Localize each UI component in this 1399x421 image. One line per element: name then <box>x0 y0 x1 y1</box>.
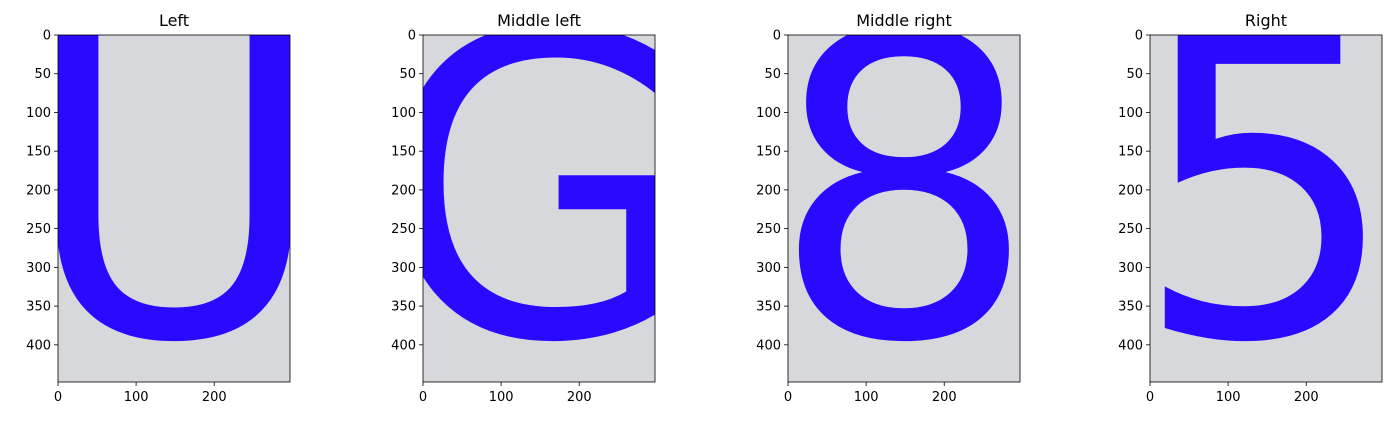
y-tick-label: 150 <box>1118 145 1143 160</box>
image-background <box>1150 35 1382 382</box>
y-tick-label: 0 <box>408 29 416 44</box>
y-tick-label: 50 <box>34 67 51 82</box>
x-tick-label: 200 <box>1294 390 1319 405</box>
image-background <box>58 35 290 382</box>
y-tick-label: 300 <box>26 261 51 276</box>
x-tick-label: 100 <box>1216 390 1241 405</box>
axes-frame <box>57 34 291 383</box>
x-tick-label: 0 <box>1146 390 1154 405</box>
y-tick-label: 100 <box>26 106 51 121</box>
y-tick-label: 400 <box>756 338 781 353</box>
image-glyph: U <box>20 0 327 421</box>
y-tick-label: 350 <box>391 300 416 315</box>
y-tick-label: 50 <box>764 67 781 82</box>
y-tick-label: 0 <box>773 29 781 44</box>
subplot-title: Left <box>159 11 189 30</box>
y-tick-label: 400 <box>1118 338 1143 353</box>
y-tick-label: 0 <box>43 29 51 44</box>
y-tick-label: 200 <box>26 183 51 198</box>
x-tick-label: 0 <box>784 390 792 405</box>
y-tick-label: 350 <box>1118 300 1143 315</box>
axes-frame <box>787 34 1021 383</box>
y-tick-label: 300 <box>756 261 781 276</box>
y-tick-label: 200 <box>756 183 781 198</box>
y-tick-label: 100 <box>1118 106 1143 121</box>
x-tick-label: 200 <box>567 390 592 405</box>
y-tick-label: 0 <box>1135 29 1143 44</box>
subplot-title: Middle right <box>856 11 952 30</box>
y-tick-label: 200 <box>391 183 416 198</box>
y-tick-label: 250 <box>391 222 416 237</box>
axes-frame <box>1149 34 1383 383</box>
y-tick-label: 400 <box>391 338 416 353</box>
image-glyph: 8 <box>770 0 1037 421</box>
y-tick-label: 50 <box>1126 67 1143 82</box>
x-tick-label: 100 <box>489 390 514 405</box>
y-tick-label: 300 <box>391 261 416 276</box>
y-tick-label: 350 <box>26 300 51 315</box>
y-tick-label: 50 <box>399 67 416 82</box>
y-tick-label: 250 <box>756 222 781 237</box>
y-tick-label: 100 <box>756 106 781 121</box>
y-tick-label: 150 <box>756 145 781 160</box>
y-tick-label: 350 <box>756 300 781 315</box>
x-tick-label: 200 <box>202 390 227 405</box>
image-background <box>788 35 1020 382</box>
y-tick-label: 150 <box>391 145 416 160</box>
y-tick-label: 100 <box>391 106 416 121</box>
image-glyph: G <box>376 0 701 421</box>
x-tick-label: 100 <box>124 390 149 405</box>
y-tick-label: 250 <box>1118 222 1143 237</box>
y-tick-label: 250 <box>26 222 51 237</box>
y-tick-label: 200 <box>1118 183 1143 198</box>
y-tick-label: 400 <box>26 338 51 353</box>
y-tick-label: 300 <box>1118 261 1143 276</box>
image-background <box>423 35 655 382</box>
image-glyph: 5 <box>1132 0 1399 421</box>
axes-frame <box>422 34 656 383</box>
y-tick-label: 150 <box>26 145 51 160</box>
subplot-title: Middle left <box>497 11 581 30</box>
x-tick-label: 200 <box>932 390 957 405</box>
x-tick-label: 100 <box>854 390 879 405</box>
subplot-title: Right <box>1245 11 1287 30</box>
x-tick-label: 0 <box>419 390 427 405</box>
x-tick-label: 0 <box>54 390 62 405</box>
